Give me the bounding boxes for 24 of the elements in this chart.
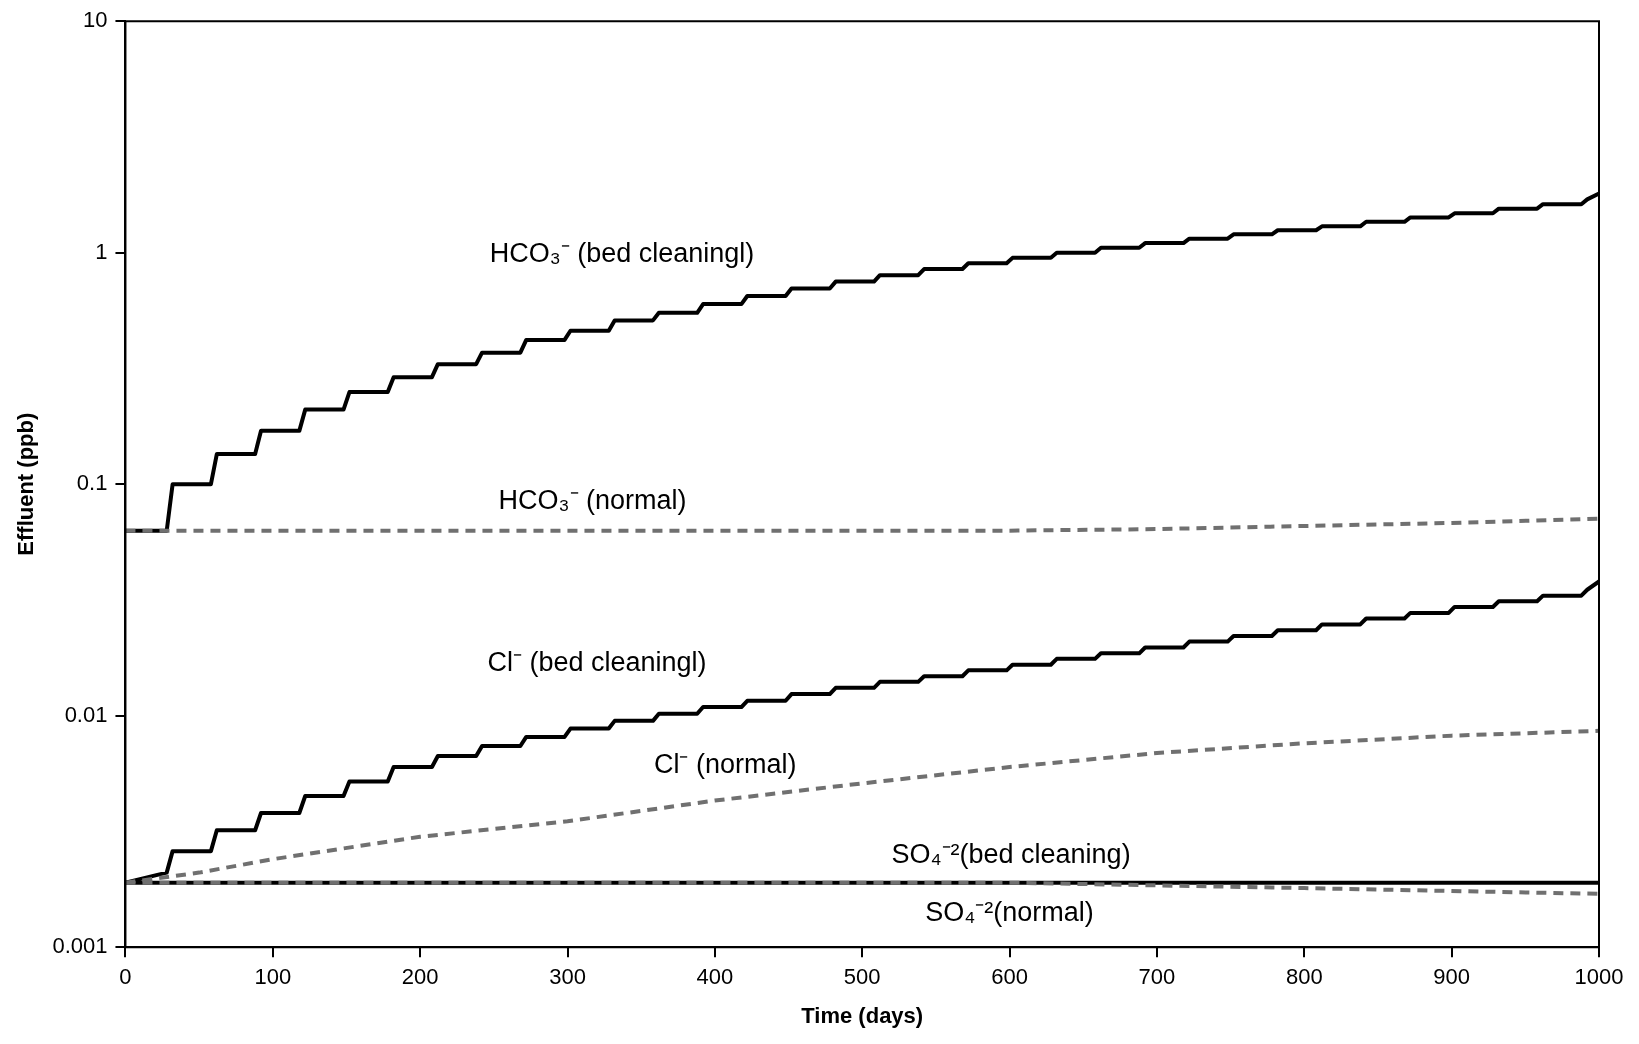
series-label: HCO₃⁻ (bed cleaningl) — [489, 238, 755, 269]
x-tick-label: 800 — [1285, 964, 1323, 990]
y-tick-label: 0.01 — [64, 701, 108, 727]
x-tick-label: 400 — [696, 964, 734, 990]
x-tick-label: 600 — [991, 964, 1028, 990]
series-label: Cl⁻ (bed cleaningl) — [487, 646, 707, 677]
series-label: HCO₃⁻ (normal) — [498, 485, 687, 516]
x-tick-label: 500 — [843, 964, 881, 990]
y-tick-label: 1 — [95, 238, 108, 264]
series-label: SO₄⁻²(bed cleaning) — [891, 838, 1131, 869]
y-tick-label: 0.1 — [76, 470, 108, 496]
x-tick-label: 300 — [549, 964, 586, 990]
x-tick-label: 200 — [401, 964, 439, 990]
x-tick-label: 1000 — [1574, 964, 1624, 990]
x-axis-title: Time (days) — [801, 1002, 924, 1028]
y-axis-title: Effluent (ppb) — [13, 412, 39, 556]
series-label: SO₄⁻²(normal) — [925, 896, 1094, 927]
y-tick-label: 0.001 — [52, 933, 108, 959]
series-label: Cl⁻ (normal) — [653, 748, 797, 779]
x-tick-label: 0 — [119, 964, 132, 990]
x-tick-label: 900 — [1433, 964, 1470, 990]
x-tick-label: 700 — [1138, 964, 1176, 990]
x-tick-label: 100 — [254, 964, 292, 990]
y-tick-label: 10 — [82, 7, 108, 33]
